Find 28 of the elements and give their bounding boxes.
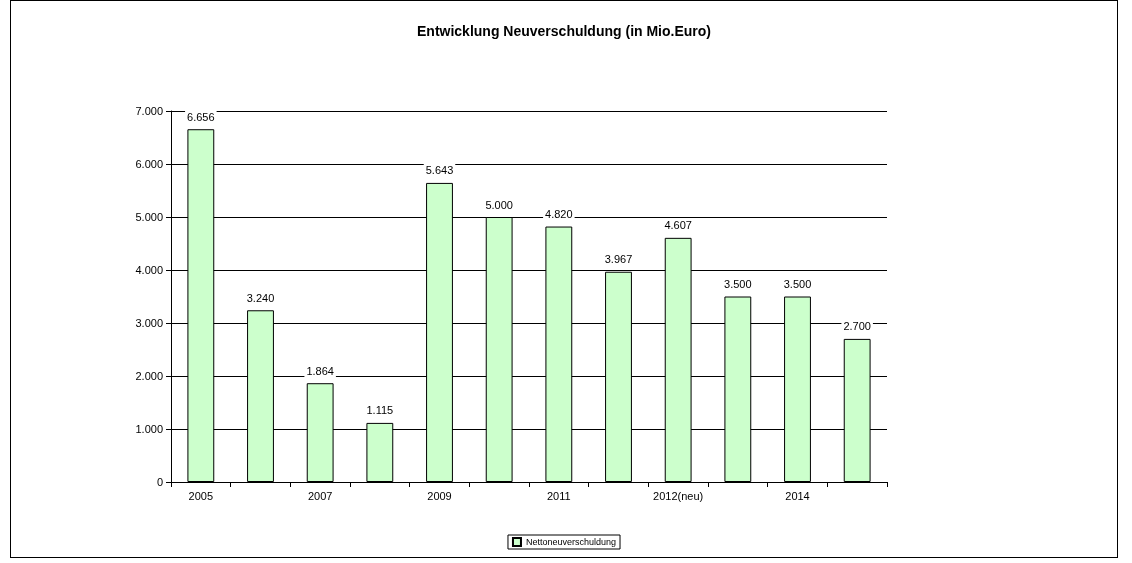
data-label: 2.700	[843, 320, 871, 333]
x-tick-label: 2007	[307, 489, 333, 502]
y-tick-label: 0	[156, 476, 163, 488]
y-tick-label: 5.000	[135, 211, 163, 223]
x-tick-label: 2005	[188, 489, 214, 502]
x-tick-label: 2012(neu)	[653, 489, 704, 502]
y-tick-label: 6.000	[135, 158, 163, 170]
y-tick-label: 4.000	[135, 264, 163, 276]
data-label: 6.656	[187, 110, 215, 123]
data-label: 1.864	[306, 364, 334, 377]
chart-title: Entwicklung Neuverschuldung (in Mio.Euro)	[416, 23, 712, 39]
y-tick-label: 1.000	[135, 423, 163, 435]
data-label: 3.500	[783, 278, 812, 290]
data-label: 3.240	[246, 291, 275, 304]
y-tick-label: 7.000	[135, 105, 163, 117]
y-tick-label: 3.000	[135, 317, 163, 329]
x-tick-label: 2011	[547, 489, 571, 502]
data-label: 4.607	[664, 219, 692, 232]
data-label: 4.820	[545, 208, 573, 221]
data-label: 1.115	[366, 404, 394, 417]
data-label: 3.967	[604, 253, 633, 266]
legend-label: Nettoneuverschuldung	[525, 537, 617, 547]
data-label: 5.000	[485, 198, 513, 211]
x-tick-label: 2009	[427, 489, 452, 502]
x-tick-label: 2014	[785, 489, 810, 502]
y-tick-label: 2.000	[135, 370, 163, 382]
data-label: 3.500	[724, 278, 752, 290]
data-label: 5.643	[425, 164, 454, 177]
